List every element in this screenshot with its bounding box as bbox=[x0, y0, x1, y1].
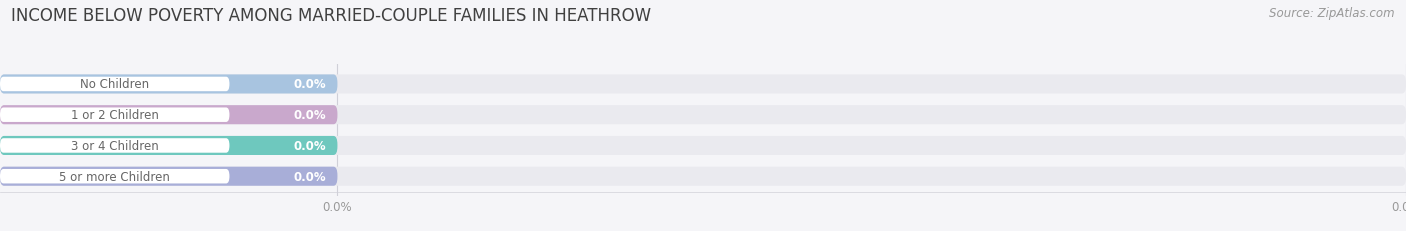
Text: 5 or more Children: 5 or more Children bbox=[59, 170, 170, 183]
FancyBboxPatch shape bbox=[0, 77, 229, 92]
Text: INCOME BELOW POVERTY AMONG MARRIED-COUPLE FAMILIES IN HEATHROW: INCOME BELOW POVERTY AMONG MARRIED-COUPL… bbox=[11, 7, 651, 25]
Text: No Children: No Children bbox=[80, 78, 149, 91]
FancyBboxPatch shape bbox=[0, 167, 1406, 186]
FancyBboxPatch shape bbox=[0, 75, 1406, 94]
FancyBboxPatch shape bbox=[0, 139, 229, 153]
Text: 0.0%: 0.0% bbox=[294, 109, 326, 122]
FancyBboxPatch shape bbox=[0, 169, 229, 184]
FancyBboxPatch shape bbox=[0, 106, 337, 125]
Text: 3 or 4 Children: 3 or 4 Children bbox=[70, 139, 159, 152]
FancyBboxPatch shape bbox=[0, 167, 337, 186]
FancyBboxPatch shape bbox=[0, 75, 337, 94]
Text: Source: ZipAtlas.com: Source: ZipAtlas.com bbox=[1270, 7, 1395, 20]
FancyBboxPatch shape bbox=[0, 108, 229, 122]
Text: 0.0%: 0.0% bbox=[294, 78, 326, 91]
Text: 0.0%: 0.0% bbox=[294, 170, 326, 183]
Text: 1 or 2 Children: 1 or 2 Children bbox=[70, 109, 159, 122]
FancyBboxPatch shape bbox=[0, 106, 1406, 125]
FancyBboxPatch shape bbox=[0, 136, 1406, 155]
Text: 0.0%: 0.0% bbox=[294, 139, 326, 152]
FancyBboxPatch shape bbox=[0, 136, 337, 155]
